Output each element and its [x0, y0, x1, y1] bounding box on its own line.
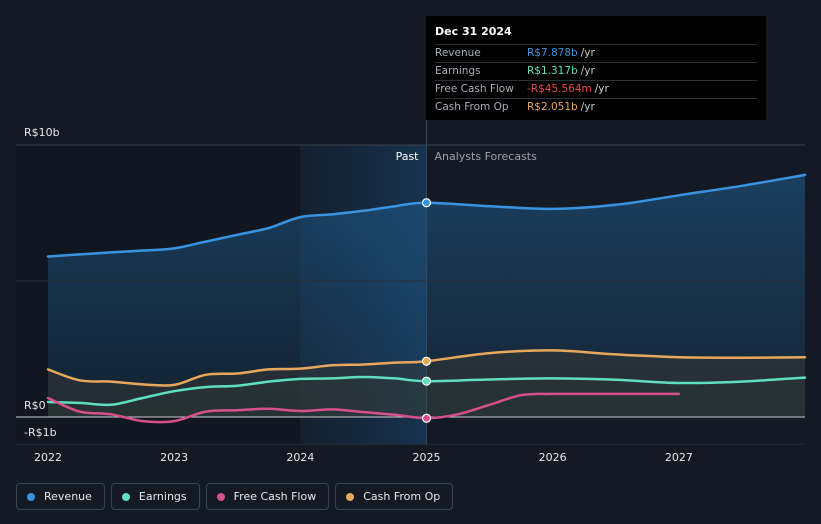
y-axis-label-bottom: -R$1b — [24, 426, 57, 439]
marker-free-cash-flow — [421, 413, 432, 423]
legend-label: Cash From Op — [363, 490, 441, 503]
tooltip-unit: /yr — [580, 65, 595, 77]
tooltip-unit: /yr — [580, 47, 595, 59]
x-tick-label: 2023 — [160, 451, 188, 464]
forecast-label: Analysts Forecasts — [435, 150, 538, 163]
line-free-cash-flow — [46, 392, 681, 424]
legend-label: Free Cash Flow — [233, 490, 317, 503]
legend-item-cash-from-op[interactable]: Cash From Op — [335, 483, 454, 510]
legend-dot-icon — [27, 492, 35, 501]
line-earnings — [46, 375, 807, 407]
x-tick-label: 2027 — [665, 451, 693, 464]
tooltip: Dec 31 2024 Revenue R$7.878b /yr Earning… — [426, 16, 766, 120]
y-axis-label-zero: R$0 — [24, 399, 46, 412]
tooltip-label: Cash From Op — [435, 101, 509, 113]
tooltip-value: R$7.878b — [527, 47, 578, 59]
tooltip-row-cash-from-op: Cash From Op R$2.051b /yr — [435, 98, 757, 116]
legend-label: Revenue — [44, 490, 92, 503]
tooltip-label: Earnings — [435, 65, 481, 77]
tooltip-value: R$1.317b — [527, 65, 578, 77]
line-cash-from-op — [46, 349, 807, 387]
x-tick-label: 2024 — [286, 451, 314, 464]
legend-label: Earnings — [138, 490, 187, 503]
marker-cash-from-op — [421, 356, 432, 366]
tooltip-row-free-cash-flow: Free Cash Flow -R$45.564m /yr — [435, 80, 757, 98]
tooltip-row-earnings: Earnings R$1.317b /yr — [435, 62, 757, 80]
legend-dot-icon — [121, 492, 130, 501]
tooltip-label: Free Cash Flow — [435, 83, 514, 95]
tooltip-value: -R$45.564m — [527, 83, 592, 95]
x-tick-label: 2022 — [34, 451, 62, 464]
x-tick-label: 2025 — [413, 451, 441, 464]
marker-revenue — [421, 198, 432, 208]
x-tick-label: 2026 — [539, 451, 567, 464]
tooltip-row-revenue: Revenue R$7.878b /yr — [435, 44, 757, 62]
tooltip-value: R$2.051b — [527, 101, 578, 113]
tooltip-label: Revenue — [435, 47, 481, 59]
legend-dot-icon — [346, 492, 355, 501]
past-label: Past — [396, 150, 420, 163]
legend-item-revenue[interactable]: Revenue — [16, 483, 105, 510]
line-revenue — [46, 173, 807, 258]
marker-earnings — [421, 376, 432, 386]
legend: Revenue Earnings Free Cash Flow Cash Fro… — [16, 483, 454, 510]
tooltip-unit: /yr — [594, 83, 609, 95]
y-axis-label-top: R$10b — [24, 126, 60, 139]
tooltip-date: Dec 31 2024 — [435, 25, 512, 38]
tooltip-unit: /yr — [580, 101, 595, 113]
legend-item-free-cash-flow[interactable]: Free Cash Flow — [205, 483, 330, 510]
legend-item-earnings[interactable]: Earnings — [110, 483, 200, 510]
legend-dot-icon — [216, 492, 225, 501]
